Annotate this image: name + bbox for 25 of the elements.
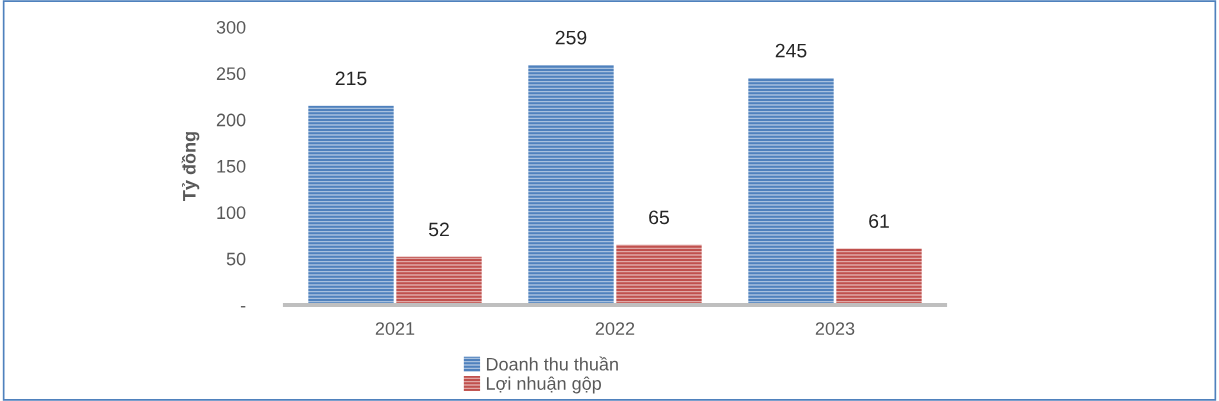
y-tick-label: 150 — [217, 159, 246, 173]
x-tick-label: 2022 — [595, 322, 635, 335]
y-tick-label: 250 — [216, 67, 246, 81]
data-label: 52 — [428, 222, 449, 237]
y-tick-label: - — [240, 306, 246, 308]
data-label: 61 — [869, 214, 889, 228]
data-label: 259 — [555, 30, 587, 45]
legend-label: Doanh thu thuần — [486, 356, 618, 371]
y-tick-label: 200 — [216, 113, 246, 127]
x-tick-label: 2021 — [375, 322, 415, 335]
legend-label: Lợi nhuận gộp — [486, 376, 601, 394]
y-tick-label: 300 — [216, 20, 246, 34]
bar — [836, 248, 922, 305]
bar — [748, 77, 834, 305]
data-label: 65 — [649, 210, 669, 225]
x-tick-label: 2023 — [815, 322, 855, 335]
data-label: 215 — [335, 71, 367, 86]
y-tick-label: 100 — [217, 206, 246, 220]
bar — [616, 244, 702, 305]
bar — [528, 64, 614, 305]
y-tick-label: 50 — [226, 252, 246, 266]
bar — [308, 105, 394, 305]
y-axis-title: Tỷ đồng — [181, 132, 200, 201]
bar — [396, 256, 482, 305]
data-label: 245 — [775, 43, 807, 58]
